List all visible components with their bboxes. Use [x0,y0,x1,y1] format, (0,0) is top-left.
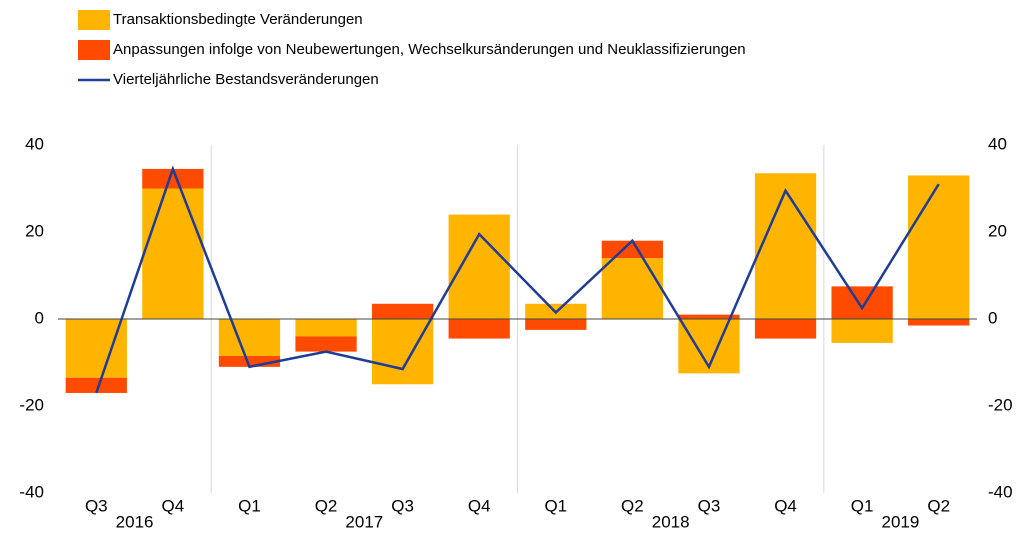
y2-tick-label: -20 [988,395,1013,414]
bar [218,355,281,367]
year-label: 2018 [652,512,690,531]
y-tick-label: 20 [25,221,44,240]
bar [754,319,817,339]
x-tick-label: Q4 [468,496,491,515]
bar [908,319,970,326]
bar [295,319,357,337]
bar [601,258,664,319]
y-tick-label: -40 [19,482,44,501]
bar [831,286,893,319]
bar [525,319,587,330]
x-tick-label: Q1 [238,496,261,515]
bar [65,377,127,393]
bar [65,319,127,378]
legend-label: Anpassungen infolge von Neubewertungen, … [113,41,746,58]
bar [218,319,281,356]
y-tick-label: 40 [25,134,44,153]
x-tick-label: Q4 [774,496,797,515]
x-tick-label: Q1 [851,496,874,515]
bar [908,175,970,319]
x-tick-label: Q4 [162,496,185,515]
x-tick-label: Q2 [621,496,644,515]
bar [142,188,204,319]
y-tick-label: 0 [35,308,44,327]
bar [601,240,664,259]
x-tick-label: Q2 [927,496,950,515]
bar [448,319,510,339]
y2-tick-label: 20 [988,221,1007,240]
x-tick-label: Q3 [698,496,721,515]
bar [448,214,510,319]
x-tick-label: Q3 [85,496,108,515]
legend-label: Vierteljährliche Bestandsveränderungen [113,71,379,88]
y-tick-label: -20 [19,395,44,414]
legend-swatch [78,10,110,30]
line [95,165,940,394]
x-tick-label: Q2 [315,496,338,515]
year-label: 2017 [345,512,383,531]
bar [371,303,434,319]
legend-swatch [78,40,110,60]
x-tick-label: Q3 [391,496,414,515]
bar [295,336,357,352]
x-tick-label: Q1 [544,496,567,515]
year-label: 2016 [116,512,154,531]
bar [831,319,893,343]
bar [371,319,434,385]
year-label: 2019 [882,512,920,531]
bar [142,168,204,189]
y2-tick-label: 0 [988,308,997,327]
y2-tick-label: 40 [988,134,1007,153]
bar [678,314,740,319]
bar [754,173,817,319]
y2-tick-label: -40 [988,482,1013,501]
legend-label: Transaktionsbedingte Veränderungen [113,11,363,28]
